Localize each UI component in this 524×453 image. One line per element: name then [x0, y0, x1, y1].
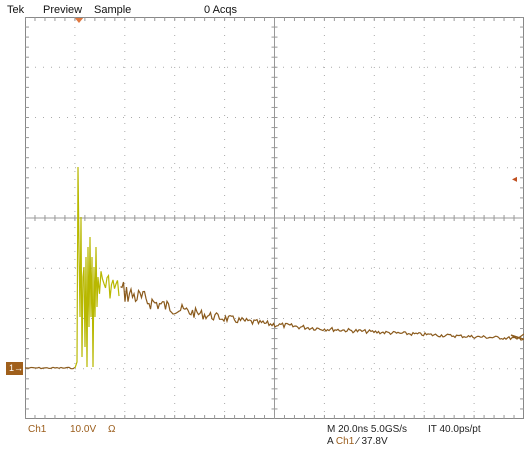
status-bar: Tek Preview Sample 0 Acqs	[0, 0, 524, 18]
graticule-svg	[25, 17, 524, 419]
brand-label: Tek	[7, 4, 25, 16]
waveform-graticule	[25, 17, 524, 419]
trigger-level: 37.8V	[361, 436, 388, 447]
timebase-readout[interactable]: M 20.0ns 5.0GS/s	[327, 424, 408, 435]
trigger-prefix: A	[327, 436, 334, 447]
channel-1-coupling-icon[interactable]: Ω	[108, 424, 116, 435]
interpolation-readout: IT 40.0ps/pt	[428, 424, 481, 435]
waveform-trace	[25, 281, 524, 370]
waveform-ringing-trace	[74, 166, 120, 369]
trigger-slope-icon: ∕	[357, 436, 359, 447]
acquisition-count: 0 Acqs	[204, 4, 238, 16]
acquisition-mode-label: Sample	[94, 4, 132, 16]
channel-1-ground-marker[interactable]: 1→	[6, 362, 23, 375]
channel-1-scale[interactable]: 10.0V	[70, 424, 97, 435]
channel-1-label[interactable]: Ch1	[28, 424, 47, 435]
trigger-position-icon[interactable]	[74, 17, 84, 23]
trigger-level-icon[interactable]: ◂	[512, 174, 518, 185]
channel-1-marker-label: 1	[9, 363, 15, 373]
trigger-source: Ch1	[335, 436, 355, 447]
trigger-readout[interactable]: A Ch1 ∕ 37.8V	[327, 436, 388, 447]
run-mode-label: Preview	[43, 4, 83, 16]
